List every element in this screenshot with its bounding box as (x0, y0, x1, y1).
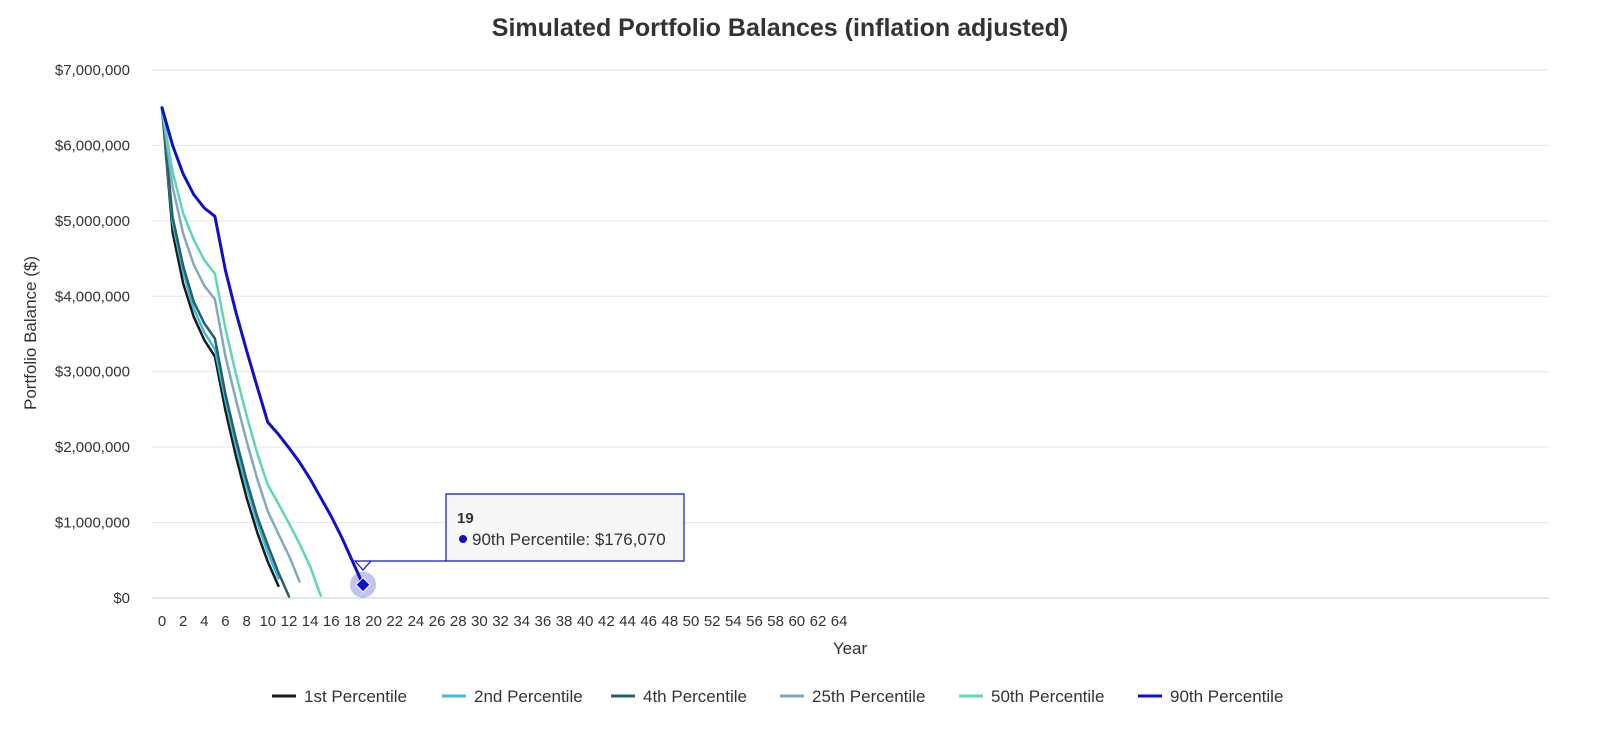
hover-point[interactable] (355, 576, 371, 593)
tooltip-box (353, 493, 685, 571)
chart-title: Simulated Portfolio Balances (inflation … (492, 14, 1068, 42)
y-tick-label: $2,000,000 (55, 439, 130, 456)
x-tick-label: 0 (158, 613, 166, 630)
x-tick-label: 58 (767, 613, 784, 630)
legend: 1st Percentile 2nd Percentile 4th Percenti… (272, 687, 1283, 706)
y-tick-label: $0 (113, 590, 130, 607)
legend-item-2[interactable]: 2nd Percentile (442, 687, 583, 706)
legend-item-5[interactable]: 50th Percentile (959, 687, 1104, 706)
series-line-2[interactable] (160, 106, 280, 580)
legend-item-3[interactable]: 4th Percentile (611, 687, 747, 706)
tooltip: 19 90th Percentile: $176,070 (353, 493, 685, 571)
series-line-1[interactable] (160, 106, 280, 588)
x-tick-label: 56 (746, 613, 763, 630)
x-tick-label: 10 (259, 613, 276, 630)
legend-label: 50th Percentile (991, 687, 1104, 706)
x-tick-label: 28 (450, 613, 467, 630)
tooltip-series-dot (459, 535, 467, 543)
x-axis-title: Year (833, 639, 868, 658)
x-tick-label: 48 (661, 613, 678, 630)
x-tick-label: 8 (242, 613, 250, 630)
series-line-5[interactable] (160, 106, 322, 597)
x-tick-label: 52 (704, 613, 721, 630)
x-tick-label: 2 (179, 613, 187, 630)
series-line-3[interactable] (160, 106, 291, 598)
x-tick-label: 38 (556, 613, 573, 630)
legend-label: 1st Percentile (304, 687, 407, 706)
x-tick-label: 42 (598, 613, 615, 630)
tooltip-title: 19 (457, 510, 474, 527)
x-tick-label: 64 (831, 613, 848, 630)
y-axis-title: Portfolio Balance ($) (21, 256, 40, 410)
tooltip-value: 90th Percentile: $176,070 (472, 530, 666, 549)
legend-item-1[interactable]: 1st Percentile (272, 687, 407, 706)
x-tick-label: 12 (281, 613, 298, 630)
x-tick-label: 46 (640, 613, 657, 630)
x-tick-label: 50 (683, 613, 700, 630)
legend-label: 90th Percentile (1170, 687, 1283, 706)
x-tick-label: 14 (302, 613, 319, 630)
x-tick-label: 44 (619, 613, 636, 630)
x-tick-label: 20 (365, 613, 382, 630)
legend-item-4[interactable]: 25th Percentile (780, 687, 925, 706)
x-tick-label: 34 (513, 613, 530, 630)
legend-label: 25th Percentile (812, 687, 925, 706)
x-tick-label: 62 (810, 613, 827, 630)
y-tick-label: $3,000,000 (55, 364, 130, 381)
x-axis-ticks: 0 2 4 6 8 10 12 14 16 18 20 22 24 26 28 30 32 34 36 38 40 42 4… (158, 613, 848, 630)
gridlines (152, 69, 1549, 524)
y-tick-label: $5,000,000 (55, 213, 130, 230)
x-tick-label: 32 (492, 613, 509, 630)
x-tick-label: 54 (725, 613, 742, 630)
x-tick-label: 24 (408, 613, 425, 630)
x-tick-label: 16 (323, 613, 340, 630)
x-tick-label: 30 (471, 613, 488, 630)
x-tick-label: 26 (429, 613, 446, 630)
hover-marker (350, 571, 377, 598)
y-tick-label: $6,000,000 (55, 137, 130, 154)
series-line-6[interactable] (160, 106, 365, 587)
x-tick-label: 4 (200, 613, 208, 630)
y-axis-ticks: $0 $1,000,000 $2,000,000 $3,000,000 $4,000,0… (55, 62, 130, 607)
y-tick-label: $4,000,000 (55, 288, 130, 305)
y-tick-label: $1,000,000 (55, 515, 130, 532)
x-tick-label: 18 (344, 613, 361, 630)
legend-item-6[interactable]: 90th Percentile (1138, 687, 1283, 706)
x-tick-label: 40 (577, 613, 594, 630)
legend-label: 4th Percentile (643, 687, 747, 706)
x-tick-label: 60 (788, 613, 805, 630)
series-line-4[interactable] (160, 106, 301, 583)
legend-label: 2nd Percentile (474, 687, 583, 706)
series-lines (160, 106, 365, 598)
x-tick-label: 36 (535, 613, 552, 630)
x-tick-label: 22 (386, 613, 403, 630)
x-tick-label: 6 (221, 613, 229, 630)
y-tick-label: $7,000,000 (55, 62, 130, 79)
